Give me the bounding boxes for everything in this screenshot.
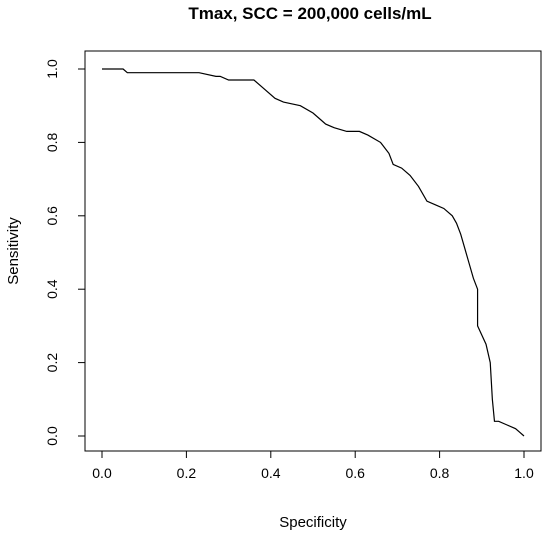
y-tick-label: 0.8 (44, 132, 60, 152)
x-tick-label: 0.2 (177, 465, 197, 481)
x-axis: 0.0 0.2 0.4 0.6 0.8 1.0 (92, 450, 534, 481)
y-tick-label: 1.0 (44, 59, 60, 79)
x-axis-label: Specificity (279, 514, 347, 531)
chart-title: Tmax, SCC = 200,000 cells/mL (188, 4, 431, 23)
y-tick-label: 0.6 (44, 206, 60, 226)
x-tick-label: 0.4 (261, 465, 281, 481)
y-axis-label: Sensitivity (5, 217, 22, 285)
roc-curve-line (102, 68, 525, 437)
y-tick-label: 0.4 (44, 279, 60, 299)
x-tick-label: 0.6 (345, 465, 365, 481)
x-tick-label: 1.0 (514, 465, 534, 481)
y-tick-label: 0.2 (44, 353, 60, 373)
y-axis: 0.0 0.2 0.4 0.6 0.8 1.0 (44, 59, 86, 446)
plot-frame (84, 50, 542, 452)
x-tick-label: 0.0 (92, 465, 112, 481)
x-tick-label: 0.8 (430, 465, 450, 481)
y-tick-label: 0.0 (44, 426, 60, 446)
